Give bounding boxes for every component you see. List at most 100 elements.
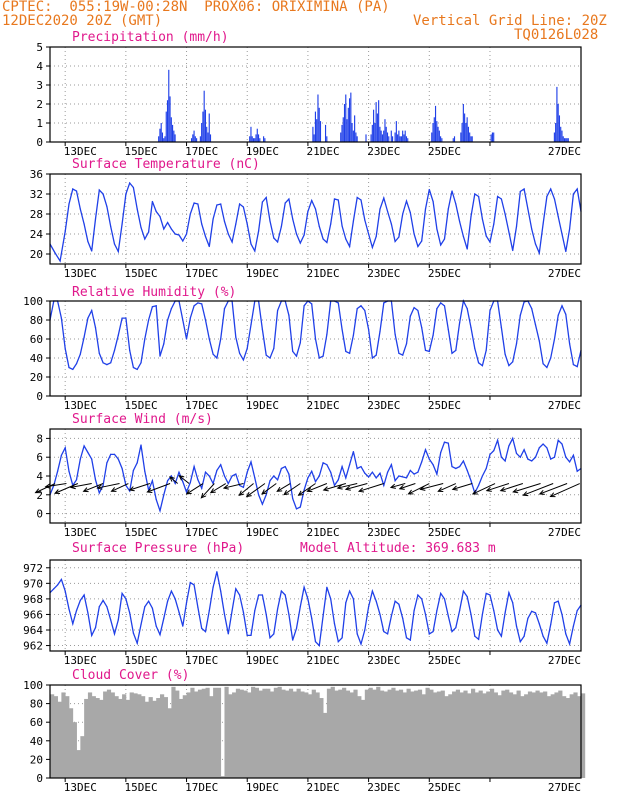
- precip-bar: [407, 138, 409, 142]
- pres-point: [113, 633, 116, 635]
- pres-point: [349, 590, 351, 592]
- wind-point: [489, 453, 491, 455]
- pres-point: [193, 584, 195, 586]
- temp-point: [182, 240, 184, 242]
- precip-bar: [567, 138, 569, 142]
- wind-point: [459, 466, 461, 468]
- rh-point: [129, 349, 131, 351]
- temp-frame: [49, 173, 582, 265]
- rh-point: [375, 354, 377, 356]
- temp-point: [341, 225, 343, 227]
- wind-arrow-head: [471, 489, 478, 495]
- precip-xtick-label: 13DEC: [64, 145, 97, 158]
- precip-bar: [383, 130, 385, 142]
- cloud-bar: [323, 712, 328, 778]
- wind-arrow-head: [185, 489, 192, 495]
- temp-point: [64, 230, 66, 233]
- cloud-bar: [565, 698, 571, 778]
- precip-bar: [174, 134, 176, 142]
- wind-point: [178, 471, 180, 473]
- cloud-bar: [50, 694, 55, 778]
- wind-ytick-label: 2: [36, 489, 43, 502]
- pres-point: [459, 609, 461, 612]
- wind-arrow: [283, 483, 301, 495]
- cloud-xtick-label: 23DEC: [367, 781, 400, 794]
- wind-point: [440, 451, 442, 454]
- cloud-bar: [452, 691, 457, 778]
- rh-point: [428, 350, 430, 352]
- rh-point: [223, 308, 226, 310]
- cloud-bar: [539, 692, 544, 778]
- temp-point: [269, 220, 271, 222]
- temp-point: [561, 233, 563, 235]
- wind-point: [174, 482, 176, 485]
- cloud-bar: [72, 722, 77, 778]
- pres-point: [485, 592, 487, 595]
- wind-point: [386, 471, 389, 473]
- temp-point: [436, 228, 438, 230]
- pres-xtick-label: 23DEC: [367, 654, 400, 667]
- pres-point: [341, 637, 343, 639]
- pres-point: [314, 641, 317, 643]
- precip-bar: [403, 134, 405, 142]
- wind-point: [273, 475, 275, 477]
- cloud-ytick-label: 60: [30, 716, 43, 729]
- rh-point: [189, 317, 191, 319]
- wind-point: [356, 467, 358, 470]
- wind-point: [314, 481, 317, 483]
- wind-point: [110, 453, 112, 455]
- wind-arrow: [550, 483, 580, 497]
- pres-point: [383, 630, 385, 633]
- precip-bar: [314, 111, 317, 142]
- pres-point: [322, 615, 324, 617]
- cloud-xtick-label: 17DEC: [185, 781, 218, 794]
- cloud-bar: [535, 690, 540, 778]
- precip-bar: [316, 119, 318, 142]
- temp-point: [352, 220, 355, 222]
- wind-point: [443, 441, 446, 443]
- precip-bar: [394, 132, 396, 142]
- wind-point: [155, 498, 157, 501]
- rh-point: [110, 362, 112, 364]
- temp-point: [349, 245, 351, 248]
- wind-point: [239, 484, 241, 486]
- run-datetime: 12DEC2020 20Z (GMT): [2, 13, 163, 29]
- wind-arrow: [35, 483, 56, 494]
- cloud-bar: [368, 687, 373, 778]
- wind-point: [557, 439, 559, 441]
- rh-point: [204, 319, 207, 321]
- wind-point: [163, 494, 165, 496]
- cloud-bar: [273, 687, 278, 778]
- wind-xtick-label: 27DEC: [548, 526, 581, 539]
- cloud-bar: [569, 694, 574, 778]
- cloud-bar: [417, 689, 423, 778]
- wind-point: [311, 470, 313, 472]
- cloud-bar: [125, 699, 131, 778]
- cloud-bar: [137, 694, 142, 778]
- cloud-bar: [269, 691, 275, 778]
- rh-point: [220, 338, 222, 340]
- wind-point: [485, 467, 487, 470]
- wind-point: [258, 494, 260, 496]
- wind-point: [170, 475, 172, 477]
- precip-bar: [190, 138, 193, 142]
- wind-arrow-head: [451, 485, 458, 491]
- cloud-bar: [546, 696, 552, 778]
- rh-point: [436, 308, 438, 310]
- precip-bar: [166, 100, 169, 142]
- cloud-bar: [353, 689, 358, 778]
- pres-point: [140, 623, 142, 626]
- precip-bar: [370, 134, 372, 142]
- rh-point: [299, 342, 301, 344]
- pres-point: [220, 590, 222, 592]
- wind-point: [246, 471, 248, 473]
- wind-arrow: [539, 483, 568, 495]
- precip-bar: [349, 98, 351, 142]
- temp-point: [386, 210, 389, 213]
- precip-bar: [557, 104, 559, 142]
- precip-bar: [346, 119, 348, 142]
- temp-point: [68, 203, 70, 205]
- precip-bar: [254, 138, 256, 142]
- pres-xtick-label: 25DEC: [428, 654, 461, 667]
- cloud-bar: [338, 689, 343, 778]
